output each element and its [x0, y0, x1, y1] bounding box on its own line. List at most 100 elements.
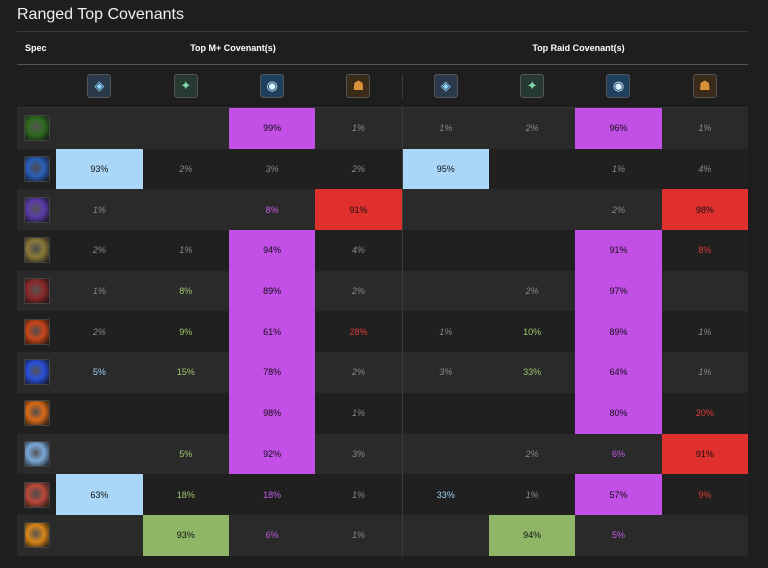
percent-cell: 78% [228, 352, 316, 393]
percent-cell: 3% [351, 448, 365, 459]
percent-cell: 5% [611, 530, 625, 541]
kyrian-icon: ◈ [433, 74, 458, 98]
covenant-icon-cell: ◈ [56, 74, 142, 98]
table-row: 98% 1% 80% 20% [17, 392, 748, 434]
percent-cell [56, 108, 142, 149]
percent-cell: 8% [698, 245, 712, 256]
percent-cell: 89% [575, 311, 662, 353]
table-row: 2% 1% 94% 4% 91% 8% [17, 230, 748, 271]
spec-cell [17, 393, 56, 434]
percent-cell: 93% [56, 148, 143, 190]
percent-cell: 98% [661, 189, 748, 231]
percent-cell: 2% [611, 204, 625, 215]
percent-cell: 2% [351, 286, 365, 297]
percent-cell: 1% [401, 108, 489, 149]
table-row: 2% 9% 61% 28% 1% 10% 89% 1% [17, 311, 748, 353]
demonology-spec-icon [23, 278, 50, 305]
percent-cell: 6% [265, 530, 279, 541]
raid-header: Top Raid Covenant(s) [532, 43, 625, 53]
percent-cell: 1% [351, 489, 365, 500]
table-row: 1% 8% 89% 2% 2% 97% [17, 270, 748, 312]
affliction-spec-icon [23, 115, 50, 142]
beast-mastery-spec-icon [23, 481, 50, 508]
percent-cell [489, 149, 575, 190]
percent-cell: 8% [265, 204, 279, 215]
destruction-spec-icon [23, 318, 50, 345]
kyrian-icon: ◈ [87, 74, 112, 98]
percent-cell: 2% [351, 367, 365, 378]
covenant-icon-cell: ✦ [489, 74, 575, 98]
venthyr-icon: ◉ [260, 74, 285, 98]
percent-cell [662, 515, 748, 556]
percent-cell: 89% [228, 270, 316, 312]
percent-cell: 94% [228, 230, 316, 271]
percent-cell: 64% [575, 352, 662, 393]
percent-cell: 2% [525, 286, 539, 297]
percent-cell: 2% [92, 326, 106, 337]
percent-cell [56, 434, 142, 475]
percent-cell: 5% [92, 367, 106, 378]
frost-spec-icon [23, 440, 50, 467]
percent-cell: 2% [179, 164, 193, 175]
table-body: 99% 1% 1% 2% 96% 1% 93% 2% 3% 2% 95% 1% 4% 1% 8% 91% 2% 9… [17, 108, 748, 556]
percent-cell: 1% [525, 489, 539, 500]
percent-cell: 95% [401, 148, 489, 190]
percent-cell: 91% [661, 433, 748, 475]
percent-cell: 15% [176, 367, 195, 378]
percent-cell [56, 393, 142, 434]
covenant-icon-cell: ☗ [662, 74, 748, 98]
necrolord-icon: ✦ [520, 74, 545, 98]
percent-cell [662, 271, 748, 312]
covenant-icon-cell: ◉ [575, 74, 661, 98]
spec-cell [17, 149, 56, 190]
percent-cell: 18% [176, 489, 195, 500]
spec-cell [17, 311, 56, 352]
percent-cell: 92% [228, 433, 316, 475]
table-row: 5% 92% 3% 2% 6% 91% [17, 433, 748, 475]
percent-cell: 96% [575, 108, 662, 149]
percent-cell: 5% [179, 448, 193, 459]
percent-cell: 98% [228, 392, 316, 434]
percent-cell: 80% [575, 392, 662, 434]
percent-cell: 2% [351, 164, 365, 175]
table-row: 93% 2% 3% 2% 95% 1% 4% [17, 148, 748, 190]
percent-cell: 97% [575, 270, 662, 312]
percent-cell: 57% [575, 474, 662, 515]
percent-cell: 4% [698, 164, 712, 175]
percent-cell [489, 189, 575, 230]
percent-cell: 1% [92, 286, 106, 297]
percent-cell: 6% [611, 448, 625, 459]
page-title: Ranged Top Covenants [17, 6, 184, 23]
spec-cell [17, 434, 56, 475]
percent-cell [489, 230, 575, 271]
percent-cell: 1% [401, 311, 489, 353]
night-fae-icon: ☗ [346, 74, 371, 98]
covenant-icon-cell: ✦ [143, 74, 229, 98]
table-row: 99% 1% 1% 2% 96% 1% [17, 108, 748, 149]
percent-cell: 4% [351, 245, 365, 256]
percent-cell: 99% [228, 108, 316, 149]
necrolord-icon: ✦ [173, 74, 198, 98]
percent-cell: 1% [698, 367, 712, 378]
spec-cell [17, 108, 56, 149]
percent-cell: 28% [349, 326, 368, 337]
percent-cell: 63% [56, 474, 143, 515]
lightning-spec-icon [23, 359, 50, 386]
balance-spec-icon [23, 522, 50, 549]
percent-cell: 9% [698, 489, 712, 500]
percent-cell [56, 515, 142, 556]
percent-cell: 1% [698, 123, 712, 134]
percent-cell: 2% [525, 448, 539, 459]
spec-header: Spec [25, 43, 47, 53]
percent-cell: 33% [401, 474, 489, 515]
percent-cell: 18% [263, 489, 282, 500]
percent-cell [143, 108, 229, 149]
percent-cell [401, 392, 489, 434]
table-row: 93% 6% 1% 94% 5% [17, 514, 748, 556]
percent-cell: 1% [179, 245, 193, 256]
marksmanship-spec-icon [23, 237, 50, 264]
covenant-icon-row: ◈ ✦ ◉ ☗ ◈ ✦ ◉ ☗ [17, 65, 748, 108]
fire-spec-icon [23, 400, 50, 427]
spec-cell [17, 189, 56, 230]
percent-cell: 61% [228, 311, 316, 353]
